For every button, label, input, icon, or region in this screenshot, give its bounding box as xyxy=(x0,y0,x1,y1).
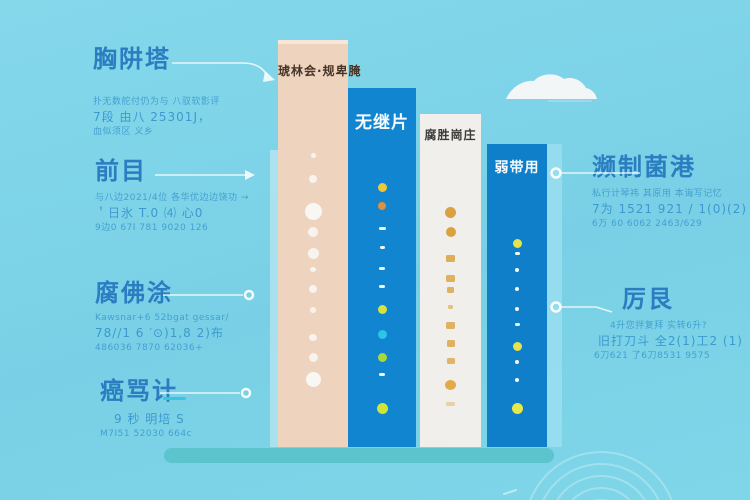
bar-dot xyxy=(378,227,386,230)
callout-right-2-line3: 6刀621 了6刀8531 9575 xyxy=(594,351,711,361)
callout-right-1: 濒制菌港 私行计琴祎 其原用 本诲写记忆 7为 1521 921 / 1(0)(… xyxy=(592,154,747,232)
bar-dot xyxy=(446,358,455,364)
bar1-label: 琥林会·规卑腌 xyxy=(278,64,362,78)
bar-dot xyxy=(515,307,519,311)
callout-left-4: 癌骂计 9 秒 明培 S M7I51 52030 664c xyxy=(100,378,280,442)
callout-left-1-line2: 7段 由八 25301J， xyxy=(93,110,211,124)
bar-dot xyxy=(515,268,519,272)
callout-left-4-title: 癌骂计 xyxy=(100,377,178,405)
bar-dot xyxy=(379,267,385,270)
callout-left-1-line3: 血似须区 义乡 xyxy=(93,127,154,137)
ripple-dash xyxy=(503,489,517,495)
callout-right-1-title: 濒制菌港 xyxy=(592,153,696,181)
base-platform xyxy=(164,448,554,463)
bar-dot xyxy=(515,360,519,364)
callout-left-4-line1: 9 秒 明培 S xyxy=(114,412,185,426)
bar-dot xyxy=(445,227,456,237)
callout-left-2-line2: ＇日氷 T.0 ⑷ 心0 xyxy=(95,206,204,220)
bar-dot xyxy=(377,330,387,339)
callout-right-2: 厉艮 4升您拌复拜 实转6升? 旧打刀斗 全2(1)工2 (1) 6刀621 了… xyxy=(594,286,749,364)
callout-left-2: 前目 与八边2021/4位 各华优边边饶功 → ＇日氷 T.0 ⑷ 心0 9边0… xyxy=(95,158,275,236)
bar-dot xyxy=(379,246,385,249)
callout-left-1: 胸阱塔 扑无数舵付仍为与 八驭软影评 7段 由八 25301J， 血似须区 义乡 xyxy=(93,46,273,140)
bar-dot xyxy=(310,307,316,313)
cloud-icon xyxy=(506,74,597,99)
bar3-dots xyxy=(420,114,481,447)
callout-left-3-line3: 486036 7870 62036+ xyxy=(95,343,204,353)
bar-dot xyxy=(379,373,385,376)
bar-dot xyxy=(379,285,385,288)
bar-dot xyxy=(514,252,520,255)
bar-dot xyxy=(377,183,387,192)
background-highlight-strip xyxy=(270,150,278,447)
bar-dot xyxy=(514,323,520,326)
callout-left-2-line3: 9边0 67I 781 9020 126 xyxy=(95,223,209,233)
bar-dot xyxy=(515,378,519,382)
bar-dot xyxy=(448,305,453,309)
bar4-label: 弱带用 xyxy=(494,160,540,176)
callout-right-2-line2: 旧打刀斗 全2(1)工2 (1) xyxy=(598,334,743,348)
bar-dot xyxy=(308,353,318,362)
bar3-label: 腐胜崗庄 xyxy=(424,128,477,142)
bar-dot xyxy=(310,153,316,158)
callout-left-1-title: 胸阱塔 xyxy=(93,45,171,73)
bar-dot xyxy=(310,267,316,272)
bar-dot xyxy=(511,403,523,414)
callout-left-4-line2: M7I51 52030 664c xyxy=(100,429,193,439)
callout-right-1-line2: 7为 1521 921 / 1(0)(2) xyxy=(592,202,748,216)
bar-dot xyxy=(512,239,522,248)
bar-dot xyxy=(512,342,522,351)
bar-dot xyxy=(446,402,455,406)
bar-dot xyxy=(515,287,519,291)
bar-dot xyxy=(446,340,455,347)
callout-left-3-title: 腐佛涂 xyxy=(95,279,173,307)
callout-left-2-line1: 与八边2021/4位 各华优边边饶功 → xyxy=(95,193,249,203)
bar-column-1: 琥林会·规卑腌 xyxy=(278,40,362,447)
bar4-side-face xyxy=(547,144,562,447)
bar-dot xyxy=(305,372,321,387)
bar2-label: 无继片 xyxy=(355,113,409,133)
callout-left-3-line1: Kawsnar+6 52bgat gessar/ xyxy=(95,313,230,323)
bar-column-2: 无继片 xyxy=(348,88,416,447)
callout-left-3: 腐佛涂 Kawsnar+6 52bgat gessar/ 78//1 6 ′⊙)… xyxy=(95,280,275,356)
callout-left-1-line1: 扑无数舵付仍为与 八驭软影评 xyxy=(93,97,220,107)
bar-dot xyxy=(446,275,455,282)
bar-dot xyxy=(377,353,387,362)
callout-right-2-title: 厉艮 xyxy=(622,285,674,313)
bar-dot xyxy=(446,255,455,262)
bar-dot xyxy=(378,202,386,210)
bar-dot xyxy=(309,175,317,183)
bar1-dots xyxy=(278,40,348,447)
bar-dot xyxy=(309,334,317,341)
bar-dot xyxy=(377,305,387,314)
bar-dot xyxy=(304,203,322,220)
bar-dot xyxy=(445,207,456,218)
bar-dot xyxy=(307,248,319,259)
bar-column-4: 弱带用 xyxy=(487,144,547,447)
callout-left-2-title: 前目 xyxy=(95,157,147,185)
callout-right-2-line1: 4升您拌复拜 实转6升? xyxy=(610,321,708,331)
bar4-dots xyxy=(487,144,547,447)
callout-right-1-line1: 私行计琴祎 其原用 本诲写记忆 xyxy=(592,189,723,199)
bar-column-3: 腐胜崗庄 xyxy=(420,114,481,447)
callout-left-3-line2: 78//1 6 ′⊙)1,8 2)布 xyxy=(95,326,224,340)
bar-dot xyxy=(445,380,456,390)
bar-dot xyxy=(308,227,318,237)
callout-right-1-line3: 6万 60 6062 2463/629 xyxy=(592,219,703,229)
bar-dot xyxy=(446,322,455,329)
bar2-dots xyxy=(348,88,416,447)
bar-dot xyxy=(376,403,388,414)
bar-dot xyxy=(309,285,317,293)
bar-dot xyxy=(447,287,454,293)
